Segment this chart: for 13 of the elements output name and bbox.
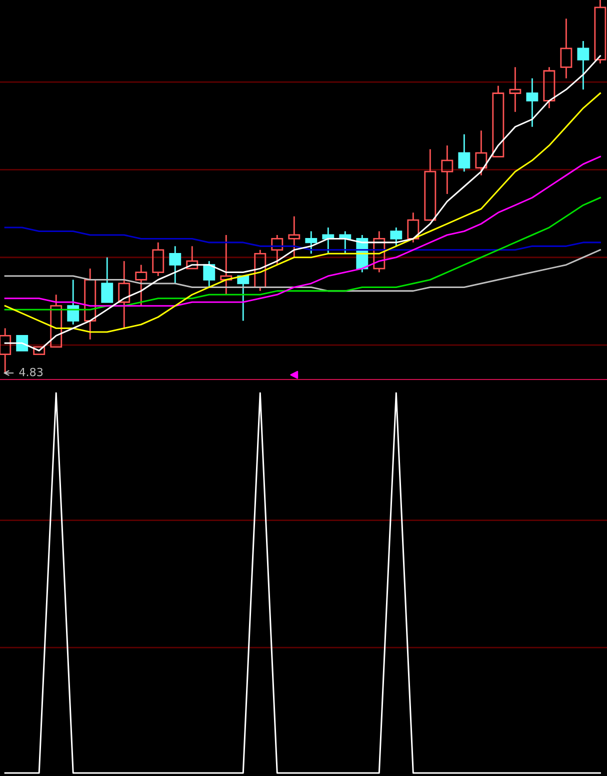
candlestick bbox=[509, 66, 522, 113]
candlestick bbox=[118, 260, 130, 329]
candlestick bbox=[84, 268, 96, 340]
candlestick bbox=[560, 18, 572, 80]
candlestick bbox=[526, 78, 538, 128]
candlestick bbox=[220, 234, 232, 296]
candlestick bbox=[577, 40, 590, 90]
candlestick bbox=[441, 144, 454, 195]
candlestick bbox=[288, 216, 300, 258]
candlestick bbox=[169, 245, 182, 284]
candlestick bbox=[305, 230, 318, 254]
annotation: 4.83 bbox=[19, 368, 43, 376]
candlestick bbox=[135, 264, 148, 307]
